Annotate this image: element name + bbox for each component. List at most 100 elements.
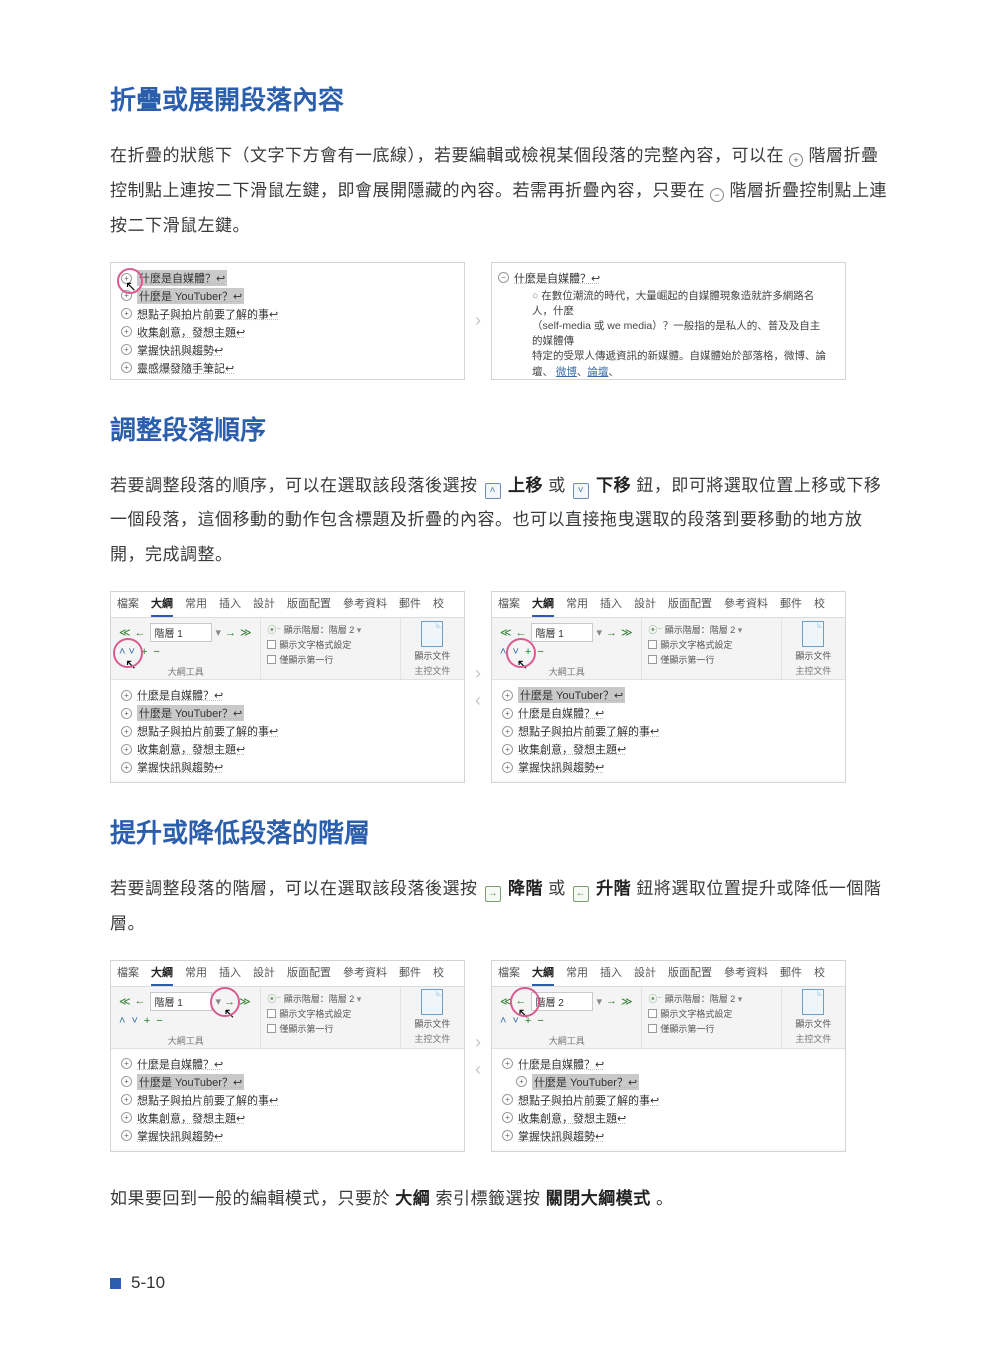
checkbox-label: 僅顯示第一行 — [279, 653, 333, 666]
tab-outline[interactable]: 大綱 — [532, 964, 554, 986]
move-up-icon[interactable]: ˄ — [500, 1015, 506, 1027]
demote-body-icon[interactable]: ≫ — [621, 626, 633, 639]
expand-icon[interactable]: + — [141, 646, 147, 658]
promote-top-icon[interactable]: ≪ — [119, 626, 131, 639]
promote-icon[interactable]: ← — [135, 627, 146, 639]
promote-top-icon[interactable]: ≪ — [119, 995, 131, 1008]
tab-insert[interactable]: 插入 — [600, 595, 622, 617]
tab-review[interactable]: 校 — [433, 595, 444, 617]
demote-icon[interactable]: → — [606, 627, 617, 639]
level-dropdown[interactable]: 階層 1 — [150, 623, 212, 642]
checkbox[interactable] — [648, 1024, 657, 1033]
checkbox[interactable] — [267, 640, 276, 649]
tab-references[interactable]: 參考資料 — [343, 595, 387, 617]
move-down-icon: ˅ — [573, 483, 589, 499]
tab-home[interactable]: 常用 — [566, 595, 588, 617]
show-level-dropdown[interactable]: 顯示階層：階層 2 — [284, 994, 355, 1004]
outline-item: 收集創意，發想主題↩ — [137, 1110, 245, 1126]
collapse-icon[interactable]: − — [153, 646, 159, 658]
tab-design[interactable]: 設計 — [634, 595, 656, 617]
tab-outline[interactable]: 大綱 — [151, 595, 173, 617]
group-label: 大綱工具 — [111, 665, 260, 678]
tab-review[interactable]: 校 — [433, 964, 444, 986]
demote-icon[interactable]: → — [606, 995, 617, 1007]
demote-icon[interactable]: → — [225, 627, 236, 639]
show-document-icon[interactable] — [802, 621, 824, 647]
outline-item: 掌握快訊與趨勢↩ — [518, 759, 604, 775]
show-level-dropdown[interactable]: 顯示階層：階層 2 — [284, 625, 355, 635]
promote-icon: ← — [573, 886, 589, 902]
demote-body-icon[interactable]: ≫ — [621, 995, 633, 1008]
section1-title: 折疊或展開段落內容 — [110, 80, 890, 117]
outline-bullet-icon: + — [502, 1112, 513, 1123]
text: 索引標籤選按 — [435, 1189, 545, 1208]
tab-design[interactable]: 設計 — [253, 595, 275, 617]
tab-file[interactable]: 檔案 — [498, 964, 520, 986]
tab-layout[interactable]: 版面配置 — [668, 595, 712, 617]
tab-mail[interactable]: 郵件 — [399, 964, 421, 986]
screenshot-right-1: −什麼是自媒體？↩ ○ 在數位潮流的時代，大量崛起的自媒體現象造就許多網路名人，… — [491, 262, 846, 380]
tab-references[interactable]: 參考資料 — [724, 964, 768, 986]
tab-home[interactable]: 常用 — [185, 595, 207, 617]
show-document-icon[interactable] — [421, 989, 443, 1015]
demote-body-icon[interactable]: ≫ — [240, 626, 252, 639]
outline-bullet-icon: + — [502, 1058, 513, 1069]
outline-bullet-icon: + — [121, 708, 132, 719]
tab-references[interactable]: 參考資料 — [724, 595, 768, 617]
promote-top-icon[interactable]: ≪ — [500, 626, 512, 639]
outline-item: 收集創意，發想主題↩ — [137, 324, 245, 340]
collapse-icon[interactable]: − — [156, 1015, 162, 1027]
text: 或 — [548, 879, 571, 898]
tab-review[interactable]: 校 — [814, 595, 825, 617]
tab-home[interactable]: 常用 — [185, 964, 207, 986]
outline-item: 資料收集、搜尋與查↩ — [137, 378, 245, 380]
checkbox[interactable] — [267, 1009, 276, 1018]
move-up-icon[interactable]: ˄ — [500, 646, 506, 658]
tab-home[interactable]: 常用 — [566, 964, 588, 986]
move-down-icon[interactable]: ˅ — [131, 1015, 137, 1027]
collapse-icon[interactable]: − — [537, 1015, 543, 1027]
show-document-icon[interactable] — [421, 621, 443, 647]
label: 顯示文件 — [414, 1017, 450, 1030]
tab-layout[interactable]: 版面配置 — [287, 964, 331, 986]
show-level-dropdown[interactable]: 顯示階層：階層 2 — [665, 994, 736, 1004]
tab-file[interactable]: 檔案 — [117, 595, 139, 617]
chevron-left-icon: ‹ — [475, 690, 481, 711]
show-level-dropdown[interactable]: 顯示階層：階層 2 — [665, 625, 736, 635]
screenshot-left-1: +↖什麼是自媒體？↩ +什麼是 YouTuber？↩ +想點子與拍片前要了解的事… — [110, 262, 465, 380]
tab-file[interactable]: 檔案 — [498, 595, 520, 617]
tab-outline[interactable]: 大綱 — [532, 595, 554, 617]
checkbox[interactable] — [648, 655, 657, 664]
tab-mail[interactable]: 郵件 — [780, 964, 802, 986]
tab-layout[interactable]: 版面配置 — [287, 595, 331, 617]
tab-outline[interactable]: 大綱 — [151, 964, 173, 986]
tab-design[interactable]: 設計 — [634, 964, 656, 986]
tab-references[interactable]: 參考資料 — [343, 964, 387, 986]
tab-mail[interactable]: 郵件 — [780, 595, 802, 617]
level-dropdown[interactable]: 階層 1 — [531, 623, 593, 642]
promote-icon[interactable]: ← — [135, 995, 146, 1007]
checkbox[interactable] — [267, 1024, 276, 1033]
tab-review[interactable]: 校 — [814, 964, 825, 986]
section1-para: 在折疊的狀態下（文字下方會有一底線），若要編輯或檢視某個段落的完整內容，可以在 … — [110, 139, 890, 244]
group-label: 大綱工具 — [492, 665, 641, 678]
promote-top-icon[interactable]: ≪ — [500, 995, 512, 1008]
checkbox[interactable] — [648, 1009, 657, 1018]
tab-mail[interactable]: 郵件 — [399, 595, 421, 617]
level-dropdown[interactable]: 階層 2 — [531, 992, 593, 1011]
tab-layout[interactable]: 版面配置 — [668, 964, 712, 986]
collapse-icon[interactable]: − — [537, 646, 543, 658]
tab-insert[interactable]: 插入 — [219, 595, 241, 617]
tab-insert[interactable]: 插入 — [600, 964, 622, 986]
show-document-icon[interactable] — [802, 989, 824, 1015]
tab-design[interactable]: 設計 — [253, 964, 275, 986]
move-up-icon[interactable]: ˄ — [119, 1015, 125, 1027]
checkbox[interactable] — [267, 655, 276, 664]
tab-insert[interactable]: 插入 — [219, 964, 241, 986]
checkbox[interactable] — [648, 640, 657, 649]
demote-body-icon[interactable]: ≫ — [239, 995, 251, 1008]
tab-file[interactable]: 檔案 — [117, 964, 139, 986]
level-dropdown[interactable]: 階層 1 — [150, 992, 212, 1011]
promote-icon[interactable]: ← — [516, 627, 527, 639]
expand-icon[interactable]: + — [144, 1015, 150, 1027]
